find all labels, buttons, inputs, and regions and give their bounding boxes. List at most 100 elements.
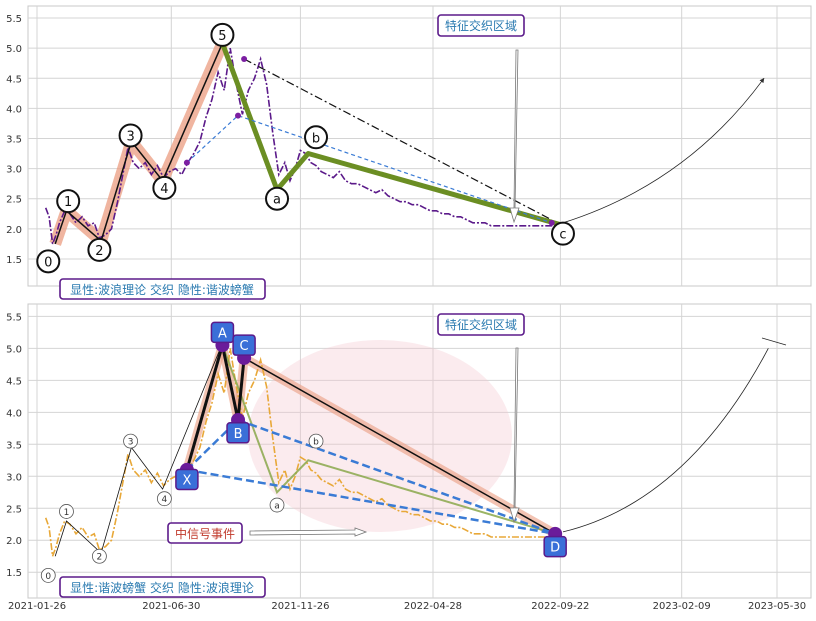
wave-label-text: a xyxy=(273,193,281,208)
x-tick-label: 2023-05-30 xyxy=(748,601,806,612)
y-tick-label: 4.0 xyxy=(6,408,22,419)
top-feature-box xyxy=(437,14,525,37)
wave-label-text: 3 xyxy=(126,129,134,144)
top-feature-arrow xyxy=(509,49,520,224)
projection-curve xyxy=(562,77,765,224)
y-tick-label: 1.5 xyxy=(6,255,22,266)
harmonic-label-text: X xyxy=(182,473,191,488)
top-panel-background xyxy=(27,5,812,287)
bottom-signal-annotation: 中信号事件 xyxy=(167,522,368,544)
wave-label-circle xyxy=(118,123,143,148)
x-tick-label: 2021-11-26 xyxy=(271,601,329,612)
top-legend-annotation: 显性:波浪理论 交织 隐性:谐波螃蟹 xyxy=(59,278,266,300)
y-tick-label: 4.0 xyxy=(6,104,22,115)
top-legend-label: 显性:波浪理论 交织 隐性:谐波螃蟹 xyxy=(70,282,254,297)
wave-label-circle xyxy=(91,548,107,564)
x-tick-label: 2022-04-28 xyxy=(404,601,462,612)
wave-label-text: b xyxy=(313,438,319,448)
y-tick-label: 1.5 xyxy=(6,568,22,579)
wave-label-circle xyxy=(123,433,138,449)
wave-label-circle xyxy=(40,568,56,583)
bottom-legend-label: 显性:谐波螃蟹 交织 隐性:波浪理论 xyxy=(70,580,254,595)
wave-label-circle xyxy=(56,189,81,214)
bottom-feature-arrow xyxy=(509,347,520,524)
y-tick-label: 4.5 xyxy=(6,376,22,387)
wave-label-text: 0 xyxy=(45,572,51,582)
bottom-signal-arrow xyxy=(249,527,368,537)
harmonic-dashed-bd xyxy=(237,418,556,535)
top-panel-y-ticks: 1.5 2.0 2.5 3.0 3.5 4.0 4.5 5.0 5.5 xyxy=(6,14,22,266)
wave-label-text: 1 xyxy=(64,508,70,518)
x-tick-label: 2023-02-09 xyxy=(653,601,711,612)
bottom-panel-grid xyxy=(28,304,811,598)
harmonic-leg-ab xyxy=(220,344,240,421)
wave-label-text: 4 xyxy=(162,495,168,505)
bottom-feature-box xyxy=(437,313,525,336)
wave-label-text: 1 xyxy=(64,195,72,210)
y-tick-label: 3.0 xyxy=(6,472,22,483)
wave-label-text: 2 xyxy=(95,244,103,259)
bottom-panel-y-ticks: 1.5 2.0 2.5 3.0 3.5 4.0 4.5 5.0 5.5 xyxy=(6,312,22,579)
harmonic-leg-bc xyxy=(236,357,246,421)
corrective-path xyxy=(221,344,556,535)
y-tick-label: 4.5 xyxy=(6,74,22,85)
top-panel-marks: 0 1 2 3 4 5 a b c xyxy=(36,22,765,274)
pivot-dot xyxy=(235,112,242,119)
wave-label-circle xyxy=(59,504,74,519)
wave-label-text: 2 xyxy=(97,553,103,563)
wave-label-circle xyxy=(210,22,235,47)
bottom-panel-x-ticks: 2021-01-26 2021-06-30 2021-11-26 2022-04-28… xyxy=(8,601,806,612)
y-tick-label: 5.5 xyxy=(6,14,22,25)
wave-path xyxy=(54,343,223,557)
wave-path xyxy=(54,43,224,245)
wave-label-text: 0 xyxy=(44,255,52,270)
x-tick-label: 2021-06-30 xyxy=(142,601,200,612)
wave-label-circle xyxy=(87,237,112,262)
pivot-dot xyxy=(548,219,555,226)
x-tick-label: 2022-09-22 xyxy=(531,601,589,612)
wave-label-circle xyxy=(308,433,324,449)
bottom-legend-annotation: 显性:谐波螃蟹 交织 隐性:波浪理论 xyxy=(59,576,266,598)
wave-label-circle xyxy=(269,497,285,513)
bottom-signal-box xyxy=(167,522,243,544)
harmonic-leg-cd xyxy=(243,357,556,535)
harmonic-leg-xa xyxy=(185,344,224,471)
harmonic-label-text: B xyxy=(234,427,243,442)
wave-label-text: a xyxy=(274,502,280,512)
harmonic-label-box xyxy=(210,321,235,344)
y-tick-label: 2.0 xyxy=(6,536,22,547)
wave-label-circle xyxy=(156,491,172,507)
y-tick-label: 3.0 xyxy=(6,165,22,176)
harmonic-label-text: A xyxy=(218,326,227,341)
wave-label-text: b xyxy=(312,131,320,146)
corrective-path xyxy=(220,42,562,228)
bottom-legend-box xyxy=(59,576,266,598)
wave-label-circle xyxy=(304,125,329,150)
wave-label-text: 3 xyxy=(128,438,134,448)
harmonic-label-text: D xyxy=(550,541,560,556)
y-tick-label: 2.5 xyxy=(6,504,22,515)
harmonic-label-box xyxy=(543,535,567,558)
projection-end-cap xyxy=(761,337,787,346)
bottom-feature-annotation: 特征交织区域 xyxy=(437,313,525,524)
bottom-panel-background xyxy=(27,303,812,599)
harmonic-dashed-xd xyxy=(186,468,556,536)
wave-label-circle xyxy=(152,175,177,200)
pivot-dot xyxy=(183,159,190,166)
wave-label-text: 4 xyxy=(160,182,168,197)
wave-label-text: 5 xyxy=(218,29,226,44)
harmonic-label-box xyxy=(175,468,199,491)
x-tick-label: 2021-01-26 xyxy=(8,601,66,612)
wave-label-circle xyxy=(265,186,290,211)
wave-label-text: c xyxy=(559,228,566,243)
wave-label-circle xyxy=(36,249,61,274)
y-tick-label: 5.5 xyxy=(6,312,22,323)
top-legend-box xyxy=(59,278,266,300)
top-panel-grid xyxy=(28,6,811,286)
y-tick-label: 5.0 xyxy=(6,344,22,355)
y-tick-label: 2.5 xyxy=(6,195,22,206)
top-feature-annotation: 特征交织区域 xyxy=(437,14,525,224)
bottom-signal-label: 中信号事件 xyxy=(175,526,235,541)
bottom-feature-label: 特征交织区域 xyxy=(445,317,517,332)
